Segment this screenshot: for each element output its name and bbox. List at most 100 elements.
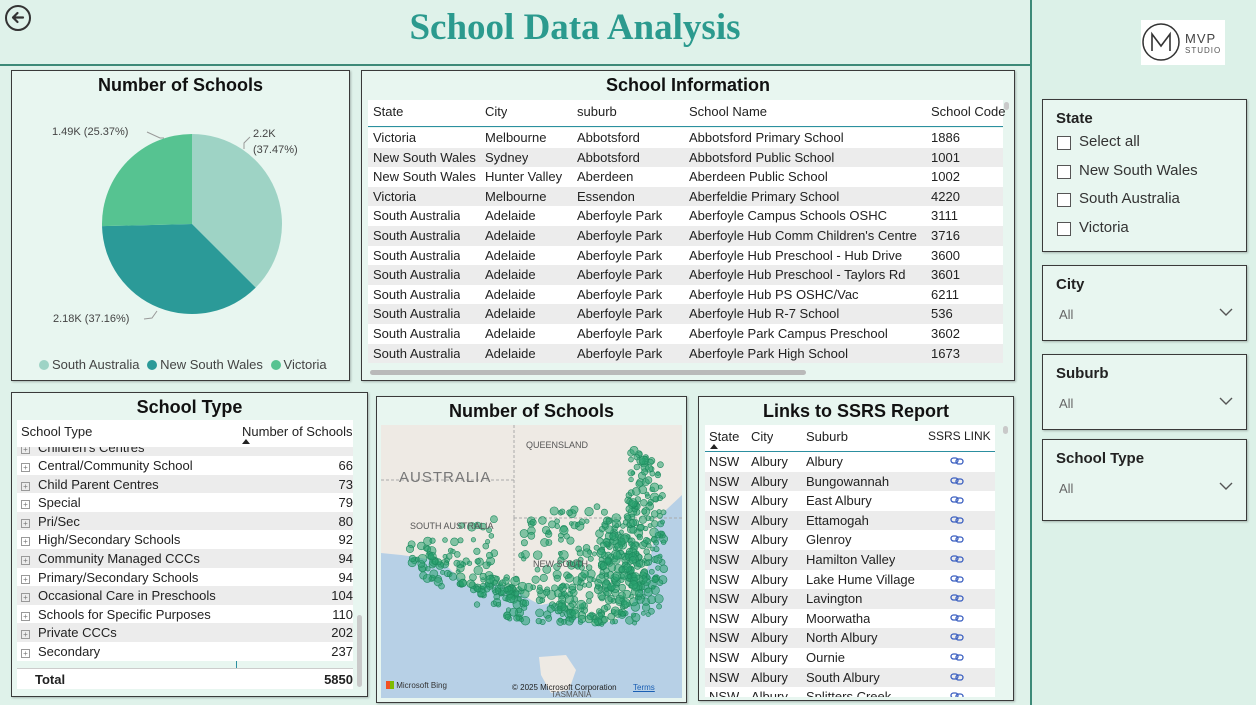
map-bubble[interactable] — [577, 614, 587, 624]
map-bubble[interactable] — [648, 608, 655, 615]
map-bubble[interactable] — [628, 541, 634, 547]
map-bubble[interactable] — [503, 587, 509, 593]
table-row[interactable]: South Australia Adelaide Aberfoyle Park Abe… — [368, 324, 1003, 344]
map-bubble[interactable] — [574, 563, 581, 570]
header-state[interactable]: State — [373, 104, 404, 119]
map-bubble[interactable] — [641, 468, 649, 476]
map-bubble[interactable] — [649, 470, 656, 477]
map-bubble[interactable] — [559, 508, 566, 515]
map-bubble[interactable] — [424, 545, 432, 553]
map-bubble[interactable] — [527, 531, 536, 540]
map-bubble[interactable] — [543, 588, 551, 596]
legend-item-south-australia[interactable]: South Australia — [39, 357, 139, 372]
map-bubble[interactable] — [601, 616, 609, 623]
map-bubble[interactable] — [641, 508, 648, 515]
map-bubble[interactable] — [657, 553, 663, 559]
header-city[interactable]: City — [751, 429, 774, 444]
table-row[interactable]: South Australia Adelaide Aberfoyle Park Abe… — [368, 343, 1003, 364]
map-bubble[interactable] — [642, 603, 651, 612]
map-bubble[interactable] — [586, 612, 594, 621]
matrix-row[interactable]: + Occasional Care in Preschools 104 — [17, 586, 353, 605]
expand-icon[interactable]: + — [21, 630, 30, 640]
map-bubble[interactable] — [585, 581, 593, 588]
map-bubble[interactable] — [607, 582, 616, 592]
map-bubble[interactable] — [633, 453, 640, 461]
link-icon[interactable] — [950, 691, 964, 697]
map-bubble[interactable] — [520, 539, 528, 547]
map-bubble[interactable] — [466, 579, 476, 588]
map-bubble[interactable] — [635, 480, 643, 488]
header-state[interactable]: State — [709, 429, 740, 444]
map-bubble[interactable] — [587, 555, 594, 562]
map-bubble[interactable] — [504, 613, 511, 620]
table-row[interactable]: NSW Albury East Albury — [705, 491, 995, 511]
map-bubble[interactable] — [656, 509, 662, 515]
map-bubble[interactable] — [474, 586, 481, 593]
expand-icon[interactable]: + — [21, 463, 30, 472]
matrix-row[interactable]: + Child Parent Centres 73 — [17, 474, 353, 494]
map-bubble[interactable] — [533, 550, 543, 560]
map-bubble[interactable] — [541, 526, 551, 535]
map-bubble[interactable] — [653, 539, 659, 546]
map-bubble[interactable] — [628, 476, 634, 483]
map-bubble[interactable] — [571, 615, 577, 621]
map-bubble[interactable] — [641, 611, 646, 616]
map-bubble[interactable] — [522, 599, 530, 607]
map-bubble[interactable] — [600, 508, 608, 516]
map-bubble[interactable] — [625, 505, 634, 513]
link-icon[interactable] — [950, 574, 964, 584]
table-row[interactable]: NSW Albury Glenroy — [705, 530, 995, 550]
map-bubble[interactable] — [618, 549, 624, 555]
map-bubble[interactable] — [636, 533, 643, 541]
map-bubble[interactable] — [635, 559, 644, 568]
map-bubble[interactable] — [618, 591, 626, 599]
map-bubble[interactable] — [536, 587, 544, 595]
map-bubble[interactable] — [647, 498, 654, 505]
map-bubble[interactable] — [637, 554, 643, 560]
map-bubble[interactable] — [494, 587, 502, 594]
table-row[interactable]: Victoria Melbourne Essendon Aberfeldie Prim… — [368, 186, 1003, 207]
table-row[interactable]: NSW Albury North Albury — [705, 628, 995, 648]
map-bubble[interactable] — [660, 539, 667, 545]
map-bubble[interactable] — [607, 563, 617, 572]
table-row[interactable]: Victoria Melbourne Abbotsford Abbotsford Pr… — [368, 128, 1003, 148]
table-row[interactable]: NSW Albury Hamilton Valley — [705, 550, 995, 570]
map-bubble[interactable] — [650, 585, 656, 590]
pie-slice-south-australia[interactable] — [102, 134, 192, 227]
legend-item-victoria[interactable]: Victoria — [270, 357, 327, 372]
link-icon[interactable] — [950, 613, 964, 623]
map-bubble[interactable] — [591, 551, 597, 557]
map-bubble[interactable] — [623, 513, 631, 521]
table-row[interactable]: South Australia Adelaide Aberfoyle Park Abe… — [368, 245, 1003, 266]
map-bubble[interactable] — [600, 605, 609, 613]
checkbox[interactable] — [1057, 222, 1071, 237]
suburb-dropdown[interactable]: All — [1056, 390, 1233, 416]
matrix-row[interactable]: + Schools for Specific Purposes 110 — [17, 604, 353, 624]
map-bubble[interactable] — [429, 537, 436, 544]
map-bubble[interactable] — [486, 561, 492, 567]
map-bubble[interactable] — [518, 552, 525, 559]
map-bubble[interactable] — [502, 577, 510, 585]
checkbox[interactable] — [1057, 136, 1071, 150]
map-bubble[interactable] — [554, 518, 560, 525]
map-bubble[interactable] — [629, 518, 638, 527]
header-number-of-schools[interactable]: Number of Schools — [242, 424, 353, 439]
map-bubble[interactable] — [490, 515, 498, 524]
map-bubble[interactable] — [606, 571, 615, 579]
matrix-row[interactable]: + Pri/Sec 80 — [17, 511, 353, 531]
map-bubble[interactable] — [580, 569, 589, 579]
map-bubble[interactable] — [660, 519, 665, 525]
map-bubble[interactable] — [474, 558, 481, 565]
map-bubble[interactable] — [644, 476, 653, 484]
map-bubble[interactable] — [457, 537, 464, 544]
link-icon[interactable] — [950, 495, 964, 505]
table-row[interactable]: NSW Albury Moorwatha — [705, 608, 995, 629]
table-row[interactable]: New South Wales Sydney Abbotsford Abbotsfor… — [368, 147, 1003, 168]
map-bubble[interactable] — [599, 561, 608, 570]
map-bubble[interactable] — [651, 575, 659, 583]
map-bubble[interactable] — [578, 518, 586, 526]
map-bubble[interactable] — [558, 584, 564, 590]
map-bubble[interactable] — [453, 559, 461, 567]
map-bubble[interactable] — [473, 601, 481, 608]
map-bubble[interactable] — [486, 527, 493, 534]
